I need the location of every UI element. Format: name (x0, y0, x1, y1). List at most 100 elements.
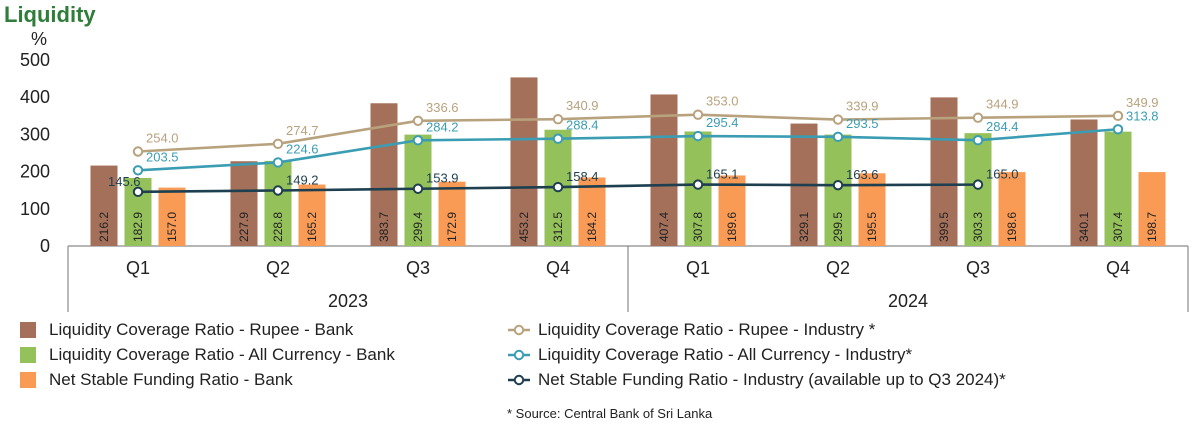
line-point (972, 179, 984, 190)
line-value-label: 224.6 (286, 141, 319, 156)
line-point (132, 186, 144, 198)
x-year-label: 2024 (888, 291, 928, 311)
source-footnote: * Source: Central Bank of Sri Lanka (507, 406, 713, 421)
line-value-label: 274.7 (286, 123, 319, 138)
bar-value-label: 198.7 (1145, 212, 1159, 242)
y-tick-label: 200 (20, 162, 50, 182)
bar (90, 165, 118, 246)
bar-value-label: 407.4 (657, 212, 671, 242)
line-point (832, 131, 844, 143)
bar-value-label: 307.4 (1111, 212, 1125, 242)
x-axis-labels: Q1 Q2 Q3 Q4 Q1 Q2 Q3 Q4 2023 2024 (126, 258, 1130, 311)
line-series: 254.0 274.7 336.6 340.9 353.0 339.9 344.9 349.9… (108, 94, 1159, 198)
line-value-label: 336.6 (426, 100, 459, 115)
line-point (412, 135, 424, 146)
x-quarter-label: Q2 (266, 258, 290, 278)
bar-value-label: 195.5 (865, 212, 879, 242)
bar (510, 77, 538, 246)
bar-value-label: 329.1 (797, 212, 811, 242)
legend-marker (513, 349, 525, 361)
bar (578, 177, 606, 246)
legend-marker (513, 374, 525, 386)
legend-label: Net Stable Funding Ratio - Industry (ava… (538, 370, 1006, 389)
legend-swatch (20, 322, 36, 338)
bar-value-label: 189.6 (725, 212, 739, 242)
legend-marker (513, 324, 525, 336)
line-point (552, 133, 564, 144)
bar (1070, 119, 1098, 246)
line-value-label: 153.9 (426, 171, 459, 186)
line-point (972, 112, 984, 123)
bar-value-label: 227.9 (237, 212, 251, 242)
legend-label: Net Stable Funding Ratio - Bank (49, 370, 293, 389)
bar (650, 94, 678, 246)
line-value-label: 293.5 (846, 116, 879, 131)
y-tick-label: 500 (20, 50, 50, 70)
line-point (692, 130, 704, 142)
bar (230, 161, 258, 246)
line-point (412, 115, 424, 126)
bar-value-label: 165.2 (305, 212, 319, 242)
x-quarter-label: Q1 (686, 258, 710, 278)
bar-value-label: 228.8 (271, 212, 285, 242)
x-quarter-label: Q1 (126, 258, 150, 278)
line-point (272, 138, 284, 150)
y-tick-label: 100 (20, 199, 50, 219)
bar-value-label: 303.3 (971, 212, 985, 242)
series-line (137, 113, 1119, 153)
bar-value-label: 399.5 (937, 212, 951, 242)
line-value-label: 163.6 (846, 167, 879, 182)
legend-label: Liquidity Coverage Ratio - Rupee - Bank (49, 320, 354, 339)
y-tick-label: 400 (20, 87, 50, 107)
series-line (137, 127, 1119, 172)
line-value-label: 165.0 (986, 167, 1019, 182)
bar (298, 184, 326, 246)
line-value-label: 339.9 (846, 99, 879, 114)
line-point (832, 114, 844, 125)
bar-value-label: 182.9 (131, 212, 145, 242)
line-value-label: 284.2 (426, 119, 459, 134)
bar (264, 160, 292, 246)
x-quarter-label: Q2 (826, 258, 850, 278)
x-quarter-label: Q4 (1106, 258, 1130, 278)
line-point (692, 109, 704, 120)
line-value-label: 313.8 (1126, 108, 1159, 123)
line-value-label: 254.0 (146, 131, 179, 146)
legend: Liquidity Coverage Ratio - Rupee - Bank L… (20, 320, 1006, 389)
bar (1138, 172, 1166, 246)
bar (930, 97, 958, 246)
line-value-label: 158.4 (566, 169, 599, 184)
bar-value-label: 216.2 (97, 212, 111, 242)
legend-swatch (20, 347, 36, 363)
line-value-label: 284.4 (986, 119, 1019, 134)
bar-value-label: 453.2 (517, 212, 531, 242)
line-value-label: 288.4 (566, 118, 599, 133)
line-value-label: 295.4 (706, 115, 739, 130)
line-value-label: 353.0 (706, 94, 739, 109)
line-point (132, 146, 144, 157)
bar-value-label: 299.5 (831, 212, 845, 242)
bar-value-label: 340.1 (1077, 212, 1091, 242)
x-quarter-label: Q3 (406, 258, 430, 278)
line-point (692, 179, 704, 190)
bar (1104, 131, 1132, 246)
y-tick-label: 300 (20, 124, 50, 144)
line-value-label: 165.1 (706, 167, 739, 182)
bar-value-label: 312.5 (551, 212, 565, 242)
x-quarter-label: Q3 (966, 258, 990, 278)
line-value-label: 203.5 (146, 149, 179, 164)
bar (998, 172, 1026, 246)
line-point (412, 183, 424, 194)
x-year-label: 2023 (328, 291, 368, 311)
bar (158, 187, 186, 246)
line-point (1112, 124, 1124, 135)
legend-swatch (20, 372, 36, 388)
bar-value-label: 172.9 (445, 212, 459, 242)
y-axis-ticks: 0 100 200 300 400 500 (20, 50, 50, 256)
y-axis-unit: % (31, 29, 47, 49)
bar (438, 181, 466, 246)
line-value-label: 149.2 (286, 172, 319, 187)
legend-label: Liquidity Coverage Ratio - All Currency … (538, 345, 913, 364)
bar-value-label: 157.0 (165, 212, 179, 242)
